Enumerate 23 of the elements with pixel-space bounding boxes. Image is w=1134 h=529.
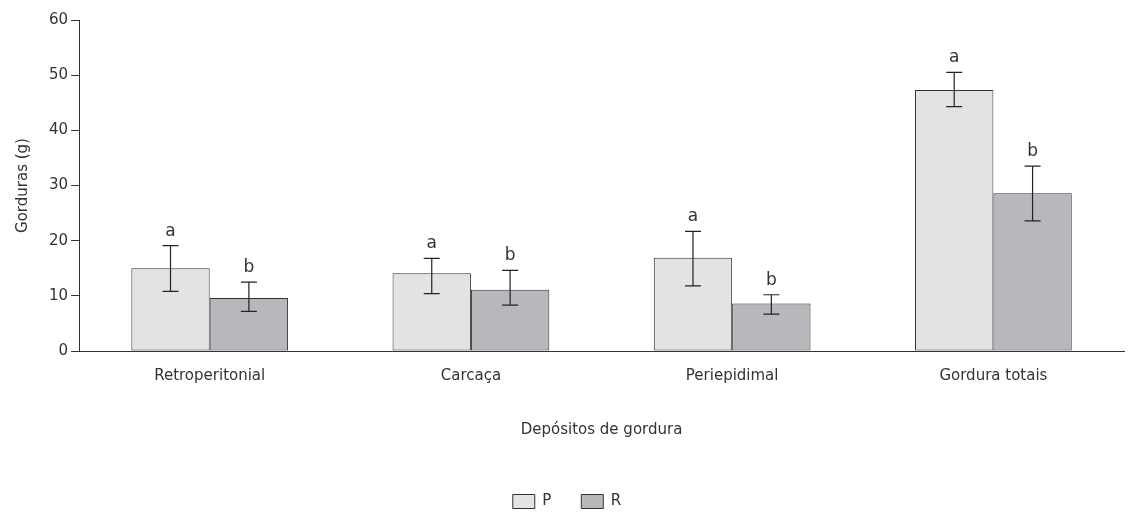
data-label: b (1027, 140, 1038, 161)
data-label: b (243, 255, 255, 276)
data-label: a (426, 232, 437, 253)
y-tick-label: 20 (48, 230, 69, 249)
data-label: a (687, 205, 699, 226)
x-tick-label: Carcaça (440, 365, 502, 384)
y-axis-title: Gorduras (g) (12, 138, 31, 233)
data-label: a (948, 46, 960, 67)
y-tick-label: 60 (48, 9, 69, 28)
y-tick-label: 0 (58, 340, 69, 359)
y-tick-label: 30 (48, 175, 69, 194)
x-axis-title: Depósitos de gordura (520, 419, 683, 438)
x-tick-label: Periepidimal (685, 365, 779, 384)
data-label: b (504, 244, 516, 265)
data-label: b (765, 268, 777, 289)
x-tick-label: Retroperitonial (154, 365, 266, 384)
legend-label: P (542, 491, 552, 510)
legend-label: R (610, 491, 622, 510)
x-tick-label: Gordura totais (939, 365, 1048, 384)
data-label: a (165, 219, 176, 240)
y-tick-label: 10 (48, 285, 69, 304)
y-tick-label: 50 (48, 65, 69, 84)
y-tick-label: 40 (48, 120, 69, 139)
